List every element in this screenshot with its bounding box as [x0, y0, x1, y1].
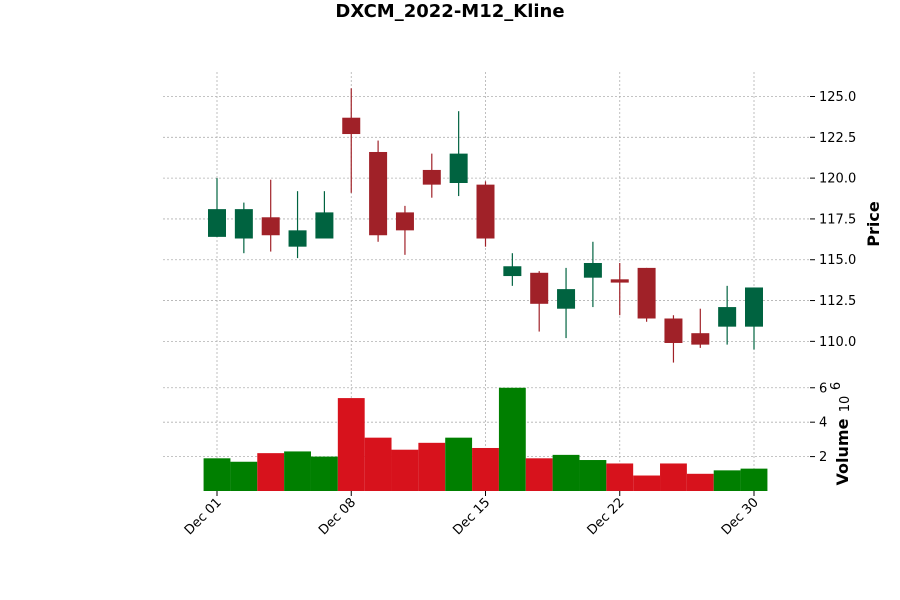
- candle-body: [234, 209, 253, 239]
- candle-body: [261, 217, 280, 236]
- volume-bar: [418, 442, 446, 491]
- candlestick-series: [208, 88, 763, 363]
- price-tick-label: 120.0: [819, 172, 856, 187]
- candle-body: [288, 230, 307, 247]
- volume-bar: [310, 456, 338, 491]
- candle-body: [503, 266, 522, 277]
- volume-bar: [203, 458, 231, 491]
- volume-bar: [498, 387, 526, 491]
- chart-title: DXCM_2022-M12_Kline: [335, 1, 564, 22]
- volume-bar: [606, 463, 634, 491]
- price-panel: 110.0 112.5 115.0 117.5 120.0 122.5 125.0: [163, 72, 856, 374]
- date-tick-label: Dec 08: [316, 495, 359, 538]
- volume-axis-label: Volume: [833, 418, 852, 485]
- volume-panel: 2 4 6: [163, 376, 827, 491]
- volume-bar: [337, 398, 365, 491]
- volume-axis-ticks: 2 4 6: [810, 381, 827, 465]
- price-tick-label: 115.0: [819, 253, 856, 268]
- candle-body: [691, 333, 710, 345]
- volume-tick-label: 4: [819, 416, 827, 431]
- candle-body: [208, 209, 226, 237]
- candle-body: [664, 318, 683, 343]
- candle-body: [369, 151, 388, 236]
- volume-bar: [686, 473, 714, 491]
- volume-bar: [660, 463, 687, 491]
- candle-body: [342, 117, 361, 135]
- volume-bar: [740, 468, 768, 491]
- date-tick-label: Dec 30: [719, 495, 762, 538]
- volume-bar: [525, 458, 553, 491]
- date-tick-label: Dec 01: [182, 495, 225, 538]
- price-axis-ticks: 110.0 112.5 115.0 117.5 120.0 122.5 125.0: [810, 90, 856, 350]
- volume-bar: [364, 437, 392, 491]
- volume-bar: [472, 447, 499, 491]
- candle-body: [610, 279, 629, 283]
- date-axis-ticks: Dec 01 Dec 08 Dec 15 Dec 22 Dec 30: [182, 491, 762, 538]
- volume-tick-label: 6: [819, 381, 827, 396]
- volume-exponent-base: 10: [838, 396, 853, 413]
- price-tick-label: 110.0: [819, 335, 856, 350]
- candle-body: [476, 184, 495, 239]
- candle-body: [745, 287, 763, 327]
- volume-bar: [230, 461, 258, 491]
- volume-bar: [391, 449, 419, 491]
- volume-bar: [552, 454, 580, 491]
- volume-bar: [284, 451, 311, 491]
- date-tick-label: Dec 15: [450, 495, 493, 538]
- volume-bar: [257, 453, 285, 491]
- candle-body: [557, 289, 576, 309]
- candle-body: [395, 212, 414, 231]
- price-tick-label: 122.5: [819, 131, 856, 146]
- volume-bar: [579, 460, 607, 491]
- volume-series: [203, 387, 768, 491]
- candle-body: [530, 272, 549, 304]
- price-axis-label: Price: [864, 201, 883, 247]
- volume-tick-label: 2: [819, 450, 827, 465]
- price-tick-label: 112.5: [819, 294, 856, 309]
- volume-bar: [445, 437, 473, 491]
- candle-body: [637, 267, 656, 319]
- price-tick-label: 117.5: [819, 212, 856, 227]
- candle-body: [449, 153, 468, 184]
- candle-body: [422, 169, 441, 185]
- volume-bar: [633, 475, 661, 491]
- volume-exponent-power: 6: [829, 382, 844, 390]
- volume-bar: [713, 470, 741, 491]
- price-tick-label: 125.0: [819, 90, 856, 105]
- candle-body: [315, 212, 334, 239]
- date-tick-label: Dec 22: [585, 495, 628, 538]
- candle-body: [718, 307, 737, 327]
- candle-body: [583, 262, 602, 278]
